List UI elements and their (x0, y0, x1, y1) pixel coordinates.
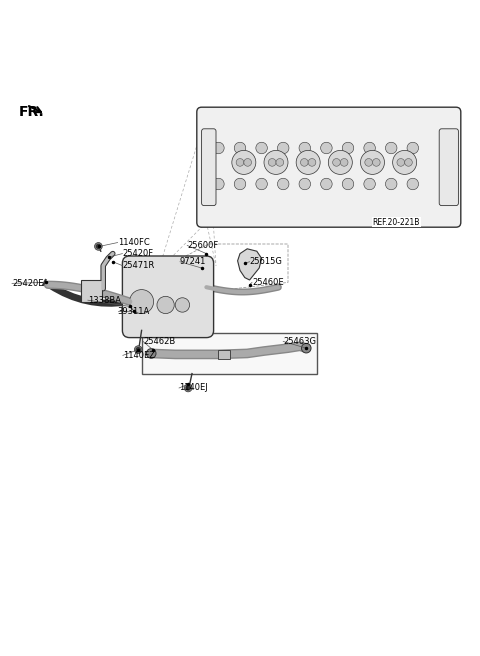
Text: 1140EJ: 1140EJ (179, 384, 208, 392)
Circle shape (264, 150, 288, 174)
Circle shape (328, 150, 352, 174)
Circle shape (256, 142, 267, 154)
FancyBboxPatch shape (197, 107, 461, 227)
Circle shape (236, 159, 244, 166)
FancyBboxPatch shape (122, 256, 214, 338)
Circle shape (268, 159, 276, 166)
Circle shape (393, 150, 417, 174)
Circle shape (130, 289, 154, 314)
Circle shape (146, 348, 156, 358)
Circle shape (256, 178, 267, 190)
Circle shape (364, 142, 375, 154)
Circle shape (277, 178, 289, 190)
Text: 25462B: 25462B (143, 337, 175, 346)
FancyBboxPatch shape (439, 129, 458, 205)
Text: 25615G: 25615G (250, 257, 282, 266)
Circle shape (296, 150, 320, 174)
Circle shape (301, 343, 311, 353)
Circle shape (365, 159, 372, 166)
Circle shape (232, 150, 256, 174)
Circle shape (277, 142, 289, 154)
Circle shape (342, 178, 354, 190)
Text: 25471R: 25471R (122, 261, 155, 270)
FancyBboxPatch shape (202, 129, 216, 205)
Circle shape (299, 178, 311, 190)
Circle shape (407, 142, 419, 154)
Circle shape (213, 178, 224, 190)
Circle shape (321, 178, 332, 190)
Circle shape (157, 297, 174, 314)
Circle shape (276, 159, 284, 166)
Text: FR.: FR. (19, 105, 45, 119)
Circle shape (96, 245, 100, 249)
Circle shape (321, 142, 332, 154)
Circle shape (407, 178, 419, 190)
Text: 97241: 97241 (180, 257, 206, 266)
Circle shape (175, 298, 190, 312)
Text: 1140FC: 1140FC (118, 238, 149, 247)
Text: 25420F: 25420F (122, 249, 154, 258)
FancyBboxPatch shape (81, 281, 102, 302)
Circle shape (360, 150, 384, 174)
Circle shape (184, 384, 192, 392)
Polygon shape (238, 249, 262, 280)
Circle shape (234, 142, 246, 154)
Bar (142, 333, 317, 374)
Circle shape (186, 386, 190, 390)
Bar (218, 350, 230, 359)
Circle shape (134, 346, 142, 354)
Circle shape (397, 159, 405, 166)
Circle shape (385, 142, 397, 154)
Circle shape (136, 348, 140, 352)
Circle shape (372, 159, 380, 166)
Text: 1338BA: 1338BA (88, 296, 121, 304)
Circle shape (340, 159, 348, 166)
Circle shape (342, 142, 354, 154)
Circle shape (95, 243, 102, 250)
Circle shape (308, 159, 316, 166)
Circle shape (385, 178, 397, 190)
Text: 25463G: 25463G (283, 337, 316, 346)
Text: REF.20-221B: REF.20-221B (372, 218, 420, 226)
Circle shape (234, 178, 246, 190)
Circle shape (364, 178, 375, 190)
Circle shape (405, 159, 412, 166)
Circle shape (333, 159, 340, 166)
Text: 25460E: 25460E (252, 278, 284, 287)
Circle shape (244, 159, 252, 166)
Text: 25600F: 25600F (187, 241, 218, 250)
Text: 25420E: 25420E (12, 279, 44, 288)
Text: 39311A: 39311A (118, 307, 150, 316)
Circle shape (299, 142, 311, 154)
Circle shape (213, 142, 224, 154)
Circle shape (300, 159, 308, 166)
Text: 1140EZ: 1140EZ (123, 351, 155, 360)
